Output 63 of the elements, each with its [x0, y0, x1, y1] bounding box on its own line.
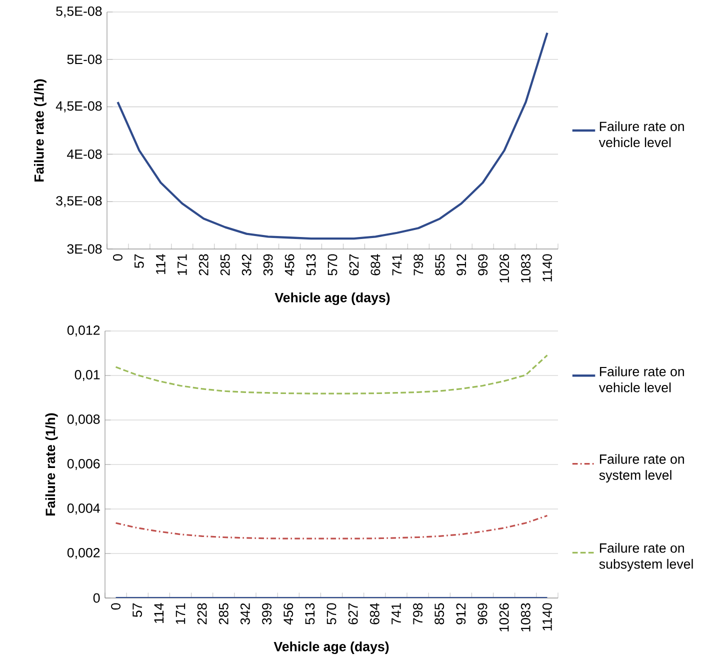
- legend-label: Failure rate on subsystem level: [599, 542, 693, 572]
- x-tick-label: 399: [263, 254, 273, 276]
- y-tick-label: 0,002: [67, 548, 100, 560]
- x-tick-label: 684: [370, 603, 380, 624]
- x-tick-label: 171: [176, 603, 186, 624]
- y-tick-label: 0: [93, 593, 100, 603]
- x-tick-label: 570: [326, 603, 336, 624]
- legend-label: Failure rate on vehicle level: [598, 121, 684, 148]
- x-tick-label: 969: [478, 603, 488, 624]
- x-tick-label: 684: [370, 254, 380, 276]
- x-tick-label: 456: [284, 254, 294, 276]
- x-axis-title: Vehicle age (days): [274, 642, 389, 654]
- x-tick-label: 228: [198, 254, 208, 276]
- y-tick-label: 0,004: [67, 504, 100, 515]
- y-axis-title: Failure rate (1/h): [45, 413, 58, 516]
- x-tick-label: 342: [242, 254, 252, 276]
- x-tick-label: 912: [456, 603, 466, 624]
- x-tick-label: 798: [413, 603, 423, 624]
- x-tick-label: 513: [305, 603, 315, 624]
- x-tick-label: 1026: [500, 254, 510, 282]
- x-tick-label: 741: [392, 254, 402, 276]
- x-tick-label: 855: [435, 254, 445, 276]
- x-tick-label: 513: [306, 254, 316, 276]
- x-tick-label: 171: [178, 254, 187, 275]
- x-tick-label: 228: [197, 603, 207, 624]
- x-tick-label: 114: [154, 603, 164, 623]
- x-tick-label: 114: [156, 254, 166, 274]
- y-tick-label: 5E-08: [67, 54, 102, 64]
- legend-label: Failure rate on system level: [599, 454, 684, 482]
- x-tick-label: 0: [111, 603, 121, 610]
- y-tick-label: 3,5E-08: [56, 196, 102, 208]
- y-tick-label: 4,5E-08: [56, 101, 102, 112]
- x-tick-label: 741: [392, 603, 401, 624]
- x-tick-label: 912: [456, 254, 466, 276]
- x-tick-label: 342: [240, 603, 250, 624]
- x-tick-label: 1026: [499, 603, 509, 632]
- x-tick-label: 456: [284, 603, 294, 625]
- legend-label: Failure rate on vehicle level: [598, 366, 684, 392]
- y-tick-label: 0,006: [67, 459, 100, 470]
- y-tick-label: 0,01: [74, 370, 100, 382]
- x-tick-label: 1140: [542, 603, 552, 630]
- x-tick-label: 798: [414, 254, 424, 276]
- y-tick-label: 0,012: [67, 326, 100, 337]
- x-axis-title: Vehicle age (days): [274, 292, 390, 306]
- x-tick-label: 0: [113, 254, 122, 261]
- y-tick-label: 4E-08: [67, 149, 102, 159]
- x-tick-label: 57: [132, 603, 142, 617]
- x-tick-label: 969: [478, 254, 488, 276]
- y-tick-label: 3E-08: [67, 244, 102, 254]
- x-tick-label: 57: [134, 254, 144, 268]
- x-tick-label: 570: [328, 254, 338, 276]
- y-axis-title: Failure rate (1/h): [34, 79, 46, 182]
- x-tick-label: 285: [218, 603, 228, 624]
- x-tick-label: 627: [348, 603, 358, 624]
- x-tick-label: 1083: [520, 603, 530, 632]
- x-tick-label: 855: [434, 603, 444, 624]
- y-tick-label: 0,008: [67, 414, 100, 426]
- x-tick-label: 627: [349, 254, 359, 276]
- x-tick-label: 399: [262, 603, 272, 624]
- x-tick-label: 1083: [521, 254, 531, 282]
- x-tick-label: 1140: [542, 254, 552, 282]
- x-tick-label: 285: [220, 254, 230, 276]
- y-tick-label: 5,5E-08: [56, 6, 102, 18]
